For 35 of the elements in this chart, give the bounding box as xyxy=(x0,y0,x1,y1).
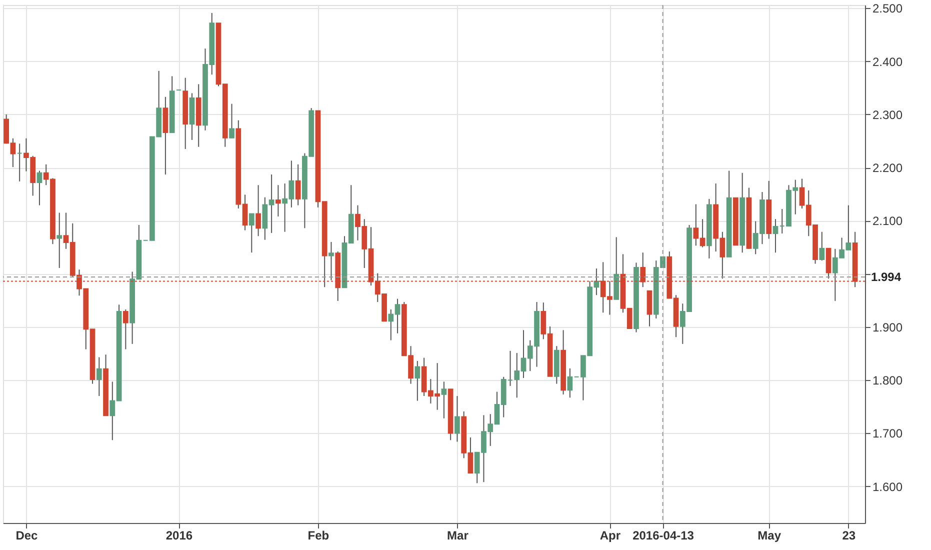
x-tick-label: 2016 xyxy=(166,528,193,542)
candlestick xyxy=(454,396,460,442)
candlestick xyxy=(772,218,778,254)
y-tick-label: 2.400 xyxy=(872,54,903,69)
candlestick xyxy=(248,213,254,254)
y-tick-label: 2.100 xyxy=(872,214,903,228)
y-tick-label: 1.800 xyxy=(872,374,903,388)
candlestick xyxy=(96,356,102,397)
y-tick-label: 2.300 xyxy=(872,108,903,122)
candlestick xyxy=(275,184,281,217)
candlestick xyxy=(646,290,652,327)
x-tick-label: Dec xyxy=(16,528,38,542)
y-tick-label: 2.200 xyxy=(872,161,903,176)
x-tick-label: May xyxy=(758,528,782,542)
x-tick-label: 23 xyxy=(842,528,856,542)
x-tick-label: Apr xyxy=(600,528,621,542)
candlestick xyxy=(567,368,573,398)
candlestick xyxy=(819,231,825,262)
candlestick xyxy=(441,381,447,419)
y-tick-label: 1.700 xyxy=(872,426,903,441)
candlestick xyxy=(122,308,128,350)
x-tick-label: 2016-04-13 xyxy=(632,528,694,542)
candlestick xyxy=(256,184,261,237)
candlestick xyxy=(414,360,420,402)
candlestick xyxy=(56,212,62,268)
x-tick-label: Feb xyxy=(308,528,330,542)
y-tick-label: 1.600 xyxy=(872,480,903,494)
candlestick xyxy=(328,241,334,281)
candlestick xyxy=(229,103,234,138)
y-tick-label: 1.900 xyxy=(872,320,903,334)
candlestick xyxy=(295,164,301,206)
ref-line-label: 1.994 xyxy=(871,270,902,284)
candlestick xyxy=(36,170,42,206)
y-tick-label: 2.500 xyxy=(872,2,903,16)
x-tick-label: Mar xyxy=(447,528,469,542)
